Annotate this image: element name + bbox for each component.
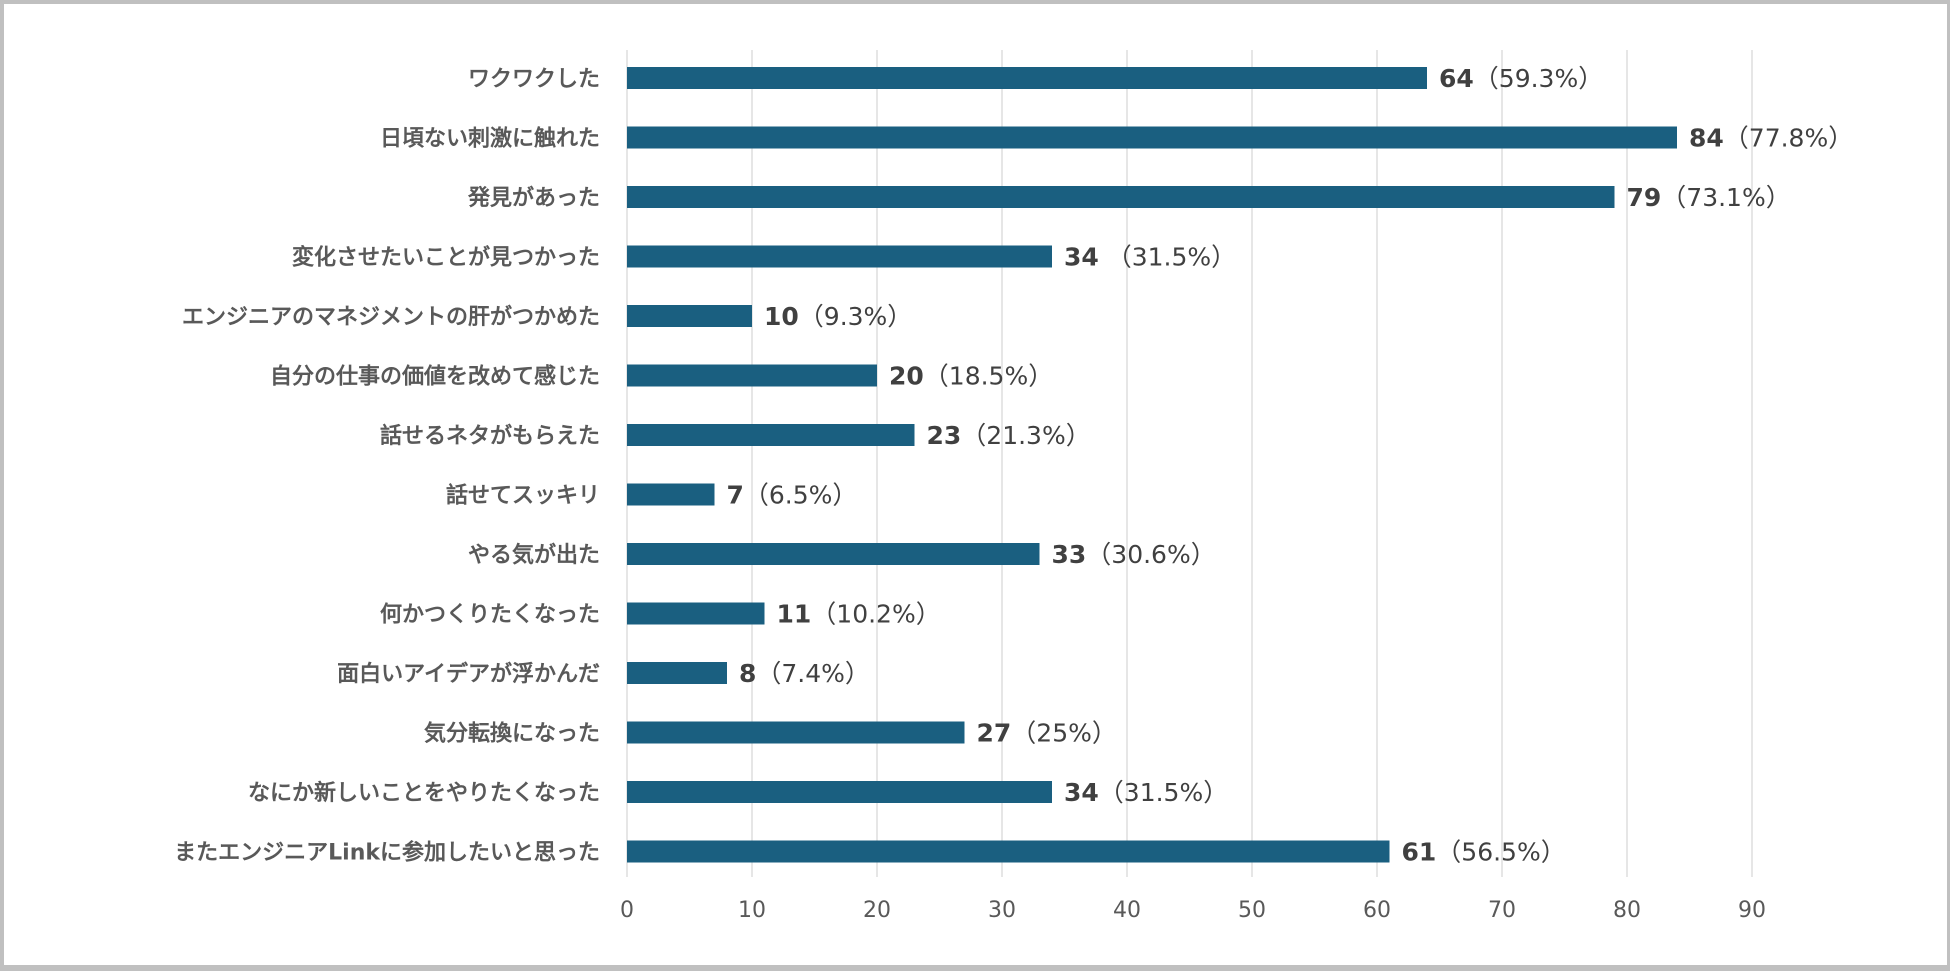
x-tick-label: 40	[1113, 898, 1141, 923]
data-label-count: 23	[927, 421, 962, 450]
category-label: 面白いアイデアが浮かんだ	[337, 661, 600, 687]
category-label: 日頃ない刺激に触れた	[380, 126, 600, 152]
x-tick-label: 30	[988, 898, 1016, 923]
bar	[627, 364, 877, 387]
x-tick-label: 80	[1613, 898, 1641, 923]
bar	[627, 126, 1677, 149]
category-label: 発見があった	[467, 185, 600, 211]
data-label-percent: （59.3%）	[1474, 64, 1603, 93]
data-label: 20（18.5%）	[889, 362, 1053, 391]
data-label-count: 7	[727, 481, 744, 510]
bar	[627, 543, 1040, 565]
bar	[627, 186, 1615, 208]
data-label-percent: （21.3%）	[961, 421, 1090, 450]
data-label: 27（25%）	[977, 719, 1117, 748]
category-label: ワクワクした	[468, 67, 600, 92]
data-label-count: 10	[764, 302, 799, 331]
data-label-percent: （31.5%）	[1099, 243, 1236, 272]
data-label-percent: （56.5%）	[1436, 838, 1565, 867]
data-label-percent: （31.5%）	[1099, 778, 1228, 807]
category-label: 変化させたいことが見つかった	[292, 245, 600, 271]
data-label-percent: （10.2%）	[811, 600, 940, 629]
bar	[627, 662, 727, 684]
data-label-percent: （7.4%）	[756, 659, 870, 688]
data-label: 79（73.1%）	[1627, 183, 1791, 212]
data-label-count: 27	[977, 719, 1012, 748]
data-label-percent: （73.1%）	[1661, 183, 1790, 212]
category-label: エンジニアのマネジメントの肝がつかめた	[182, 304, 600, 330]
data-label-count: 8	[739, 659, 756, 688]
category-label: 話せるネタがもらえた	[380, 423, 600, 449]
category-label: 話せてスッキリ	[446, 483, 600, 509]
data-label: 11（10.2%）	[777, 600, 941, 629]
x-tick-label: 0	[620, 898, 634, 923]
data-label: 8（7.4%）	[739, 659, 870, 688]
data-label-count: 20	[889, 362, 924, 391]
data-label-count: 64	[1439, 64, 1474, 93]
category-label: 気分転換になった	[424, 721, 600, 747]
data-label-percent: （77.8%）	[1724, 124, 1853, 153]
data-label-count: 33	[1052, 540, 1087, 569]
data-label: 61（56.5%）	[1402, 838, 1566, 867]
data-label: 23（21.3%）	[927, 421, 1091, 450]
category-label: またエンジニアLinkに参加したいと思った	[174, 840, 600, 866]
data-label: 64（59.3%）	[1439, 64, 1603, 93]
data-label: 33（30.6%）	[1052, 540, 1216, 569]
data-label-count: 34	[1064, 243, 1099, 272]
data-label: 34 （31.5%）	[1064, 243, 1236, 272]
category-label: 何かつくりたくなった	[380, 602, 600, 628]
x-tick-label: 50	[1238, 898, 1266, 923]
bar	[627, 305, 752, 327]
bar	[627, 602, 765, 625]
x-tick-label: 70	[1488, 898, 1516, 923]
x-tick-label: 20	[863, 898, 891, 923]
x-tick-label: 90	[1738, 898, 1766, 923]
data-label-percent: （18.5%）	[924, 362, 1053, 391]
data-label-count: 79	[1627, 183, 1662, 212]
data-label-percent: （6.5%）	[744, 481, 858, 510]
data-label-percent: （9.3%）	[799, 302, 913, 331]
bar	[627, 424, 915, 446]
data-label: 10（9.3%）	[764, 302, 912, 331]
category-label: やる気が出た	[468, 542, 600, 568]
data-label: 84（77.8%）	[1689, 124, 1853, 153]
x-tick-label: 10	[738, 898, 766, 923]
data-label: 34（31.5%）	[1064, 778, 1228, 807]
data-label-percent: （25%）	[1011, 719, 1117, 748]
x-tick-label: 60	[1363, 898, 1391, 923]
category-label: なにか新しいことをやりたくなった	[248, 780, 600, 806]
data-label: 7（6.5%）	[727, 481, 858, 510]
bar	[627, 721, 965, 744]
data-label-count: 34	[1064, 778, 1099, 807]
bar	[627, 781, 1052, 803]
bar	[627, 67, 1427, 89]
data-label-count: 84	[1689, 124, 1724, 153]
bar	[627, 245, 1052, 268]
data-label-count: 61	[1402, 838, 1437, 867]
bar	[627, 483, 715, 506]
bar	[627, 840, 1390, 863]
data-label-count: 11	[777, 600, 812, 629]
category-label: 自分の仕事の価値を改めて感じた	[270, 364, 600, 390]
data-label-percent: （30.6%）	[1086, 540, 1215, 569]
